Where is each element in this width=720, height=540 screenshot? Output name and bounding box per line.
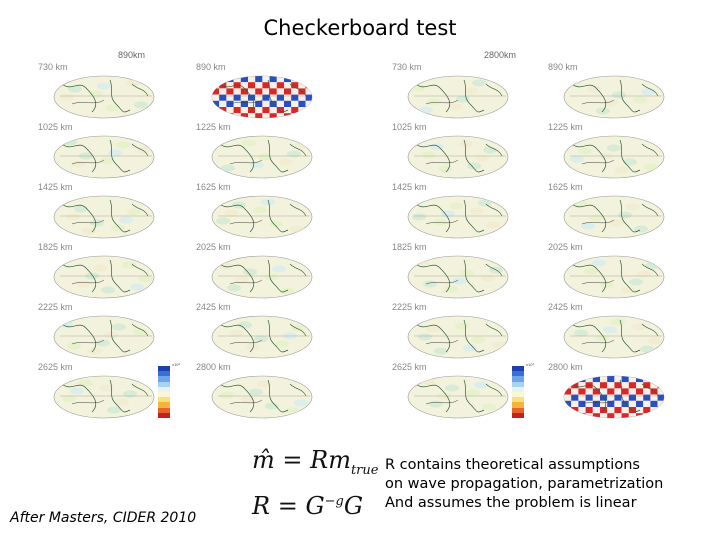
map-panel (210, 194, 314, 240)
colorbar-swatch (158, 402, 170, 408)
colorbar-swatch (512, 397, 524, 403)
colorbar-swatch (158, 366, 170, 372)
map-panel (210, 254, 314, 300)
eq1-rhs: Rm (310, 446, 351, 474)
colorbar-swatch (158, 412, 170, 418)
map-panel (406, 194, 510, 240)
map-panel (406, 74, 510, 120)
map-panel (562, 74, 666, 120)
depth-label: 2625 km (392, 362, 427, 372)
depth-label: 2625 km (38, 362, 73, 372)
map-panel (210, 314, 314, 360)
slide-title: Checkerboard test (263, 16, 457, 40)
map-panel (210, 374, 314, 420)
colorbar-swatch (512, 366, 524, 372)
eq1-subscript: true (350, 462, 379, 478)
map-panel (562, 314, 666, 360)
depth-label: 890 km (548, 62, 578, 72)
depth-label: 730 km (392, 62, 422, 72)
map-panel (562, 374, 666, 420)
note-line-2: on wave propagation, parametrization (385, 476, 664, 492)
colorbar-left (158, 366, 170, 418)
depth-label: 2800 km (196, 362, 231, 372)
colorbar-swatch (512, 412, 524, 418)
colorbar-swatch (158, 381, 170, 387)
eq2-superscript: −g (324, 494, 344, 509)
depth-label: 2225 km (38, 302, 73, 312)
colorbar-swatch (512, 407, 524, 413)
colorbar-swatch (158, 407, 170, 413)
left-group-header: 890km (118, 50, 146, 60)
colorbar-right (512, 366, 524, 418)
note-line-3: And assumes the problem is linear (385, 495, 637, 511)
map-panel (52, 254, 156, 300)
eq2-lhs: R = G (252, 492, 325, 520)
map-panel (52, 314, 156, 360)
right-group-header: 2800km (484, 50, 517, 60)
depth-label: 2800 km (548, 362, 583, 372)
map-panel (52, 74, 156, 120)
depth-label: 1425 km (38, 182, 73, 192)
colorbar-right-exponent: x10³ (526, 362, 534, 367)
colorbar-swatch (158, 376, 170, 382)
depth-label: 1425 km (392, 182, 427, 192)
depth-label: 1625 km (548, 182, 583, 192)
colorbar-swatch (512, 376, 524, 382)
equation-resolution-matrix: R = G−gG (252, 492, 363, 520)
map-panel (562, 134, 666, 180)
depth-label: 1625 km (196, 182, 231, 192)
map-panel (406, 374, 510, 420)
map-panel (562, 194, 666, 240)
depth-label: 1025 km (392, 122, 427, 132)
eq2-rhs: G (343, 492, 363, 520)
colorbar-swatch (512, 371, 524, 377)
depth-label: 730 km (38, 62, 68, 72)
map-panel (406, 314, 510, 360)
colorbar-swatch (158, 397, 170, 403)
depth-label: 1825 km (392, 242, 427, 252)
depth-label: 1225 km (548, 122, 583, 132)
depth-label: 2025 km (196, 242, 231, 252)
colorbar-swatch (512, 391, 524, 398)
colorbar-swatch (512, 381, 524, 387)
map-panel (406, 134, 510, 180)
equation-model-estimate: m̂ = Rmtrue (252, 446, 378, 478)
map-panel (210, 134, 314, 180)
colorbar-left-exponent: x10³ (172, 362, 180, 367)
map-panel (406, 254, 510, 300)
colorbar-swatch (512, 402, 524, 408)
depth-label: 2425 km (548, 302, 583, 312)
depth-label: 1825 km (38, 242, 73, 252)
colorbar-swatch (512, 386, 524, 392)
note-line-1: R contains theoretical assumptions (385, 457, 640, 473)
colorbar-swatch (158, 386, 170, 392)
depth-label: 890 km (196, 62, 226, 72)
depth-label: 2225 km (392, 302, 427, 312)
colorbar-swatch (158, 391, 170, 398)
depth-label: 2425 km (196, 302, 231, 312)
map-panel (210, 74, 314, 120)
depth-label: 1025 km (38, 122, 73, 132)
map-panel (52, 194, 156, 240)
eq1-lhs: m̂ = (252, 446, 311, 474)
colorbar-swatch (158, 371, 170, 377)
map-panel (52, 374, 156, 420)
depth-label: 2025 km (548, 242, 583, 252)
explanation-note: R contains theoretical assumptions on wa… (385, 456, 663, 513)
depth-label: 1225 km (196, 122, 231, 132)
credit-text: After Masters, CIDER 2010 (10, 510, 197, 526)
map-panel (562, 254, 666, 300)
map-panel (52, 134, 156, 180)
